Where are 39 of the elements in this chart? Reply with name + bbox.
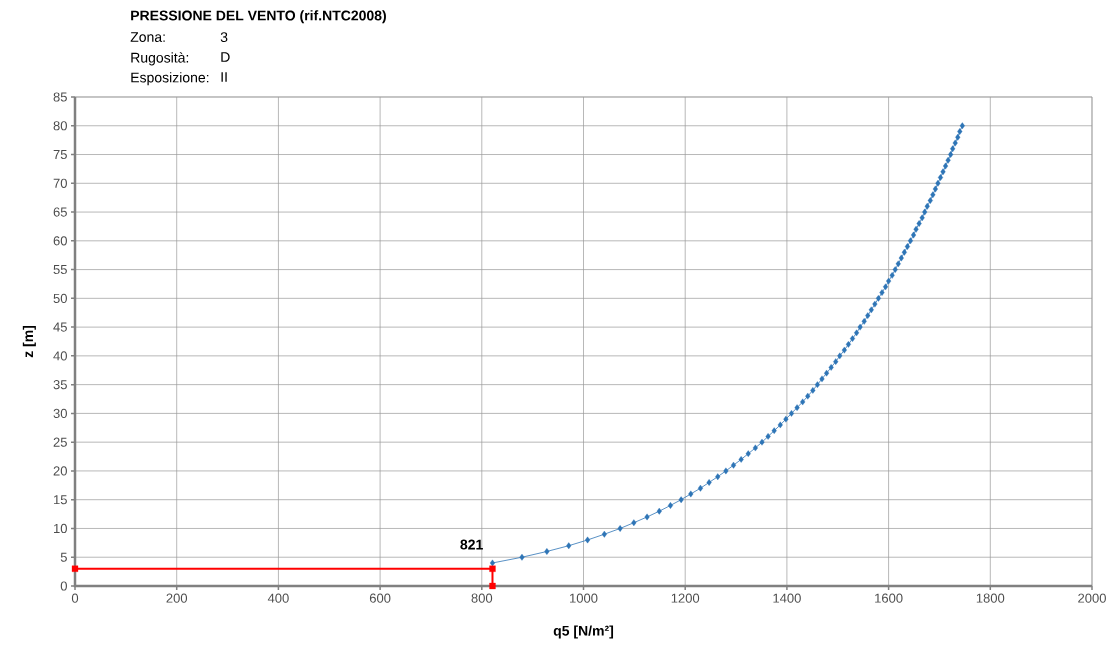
text: 3 xyxy=(220,32,228,43)
x-tick-label: 800 xyxy=(471,593,493,603)
chart-title: PRESSIONE DEL VENTO (rif.NTC2008) xyxy=(131,10,386,24)
y-tick-label: 55 xyxy=(53,265,67,275)
y-tick-label: 10 xyxy=(54,523,67,534)
text: Esposizione: xyxy=(131,72,209,86)
text: Rugosità: xyxy=(131,52,189,66)
y-tick-label: 15 xyxy=(54,495,67,505)
y-tick-label: 70 xyxy=(53,178,67,188)
x-tick-label: 1000 xyxy=(570,593,598,603)
annotation: 821 xyxy=(460,539,483,550)
x-tick-label: 1400 xyxy=(773,593,801,603)
x-tick-label: 200 xyxy=(166,593,188,603)
y-tick-label: 85 xyxy=(53,92,67,102)
y-tick-label: 35 xyxy=(53,380,67,390)
x-tick-label: 1600 xyxy=(875,593,903,603)
y-tick-label: 40 xyxy=(53,351,67,361)
y-tick-label: 60 xyxy=(53,236,67,246)
y-tick-label: 75 xyxy=(53,149,67,160)
y-tick-label: 50 xyxy=(53,293,67,303)
text: II xyxy=(221,72,227,82)
y-tick-label: 20 xyxy=(53,466,67,476)
x-tick-label: 1200 xyxy=(671,593,700,603)
y-tick-label: 0 xyxy=(60,581,67,591)
x-tick-label: 400 xyxy=(267,593,289,603)
y-tick-label: 30 xyxy=(53,408,67,418)
x-tick-label: 1800 xyxy=(976,593,1005,603)
x-tick-label: 0 xyxy=(71,593,79,603)
y-tick-label: 5 xyxy=(60,552,67,562)
x-tick-label: 2000 xyxy=(1078,593,1106,603)
text: D xyxy=(221,52,230,62)
text: Zona: xyxy=(130,32,165,42)
y-tick-label: 80 xyxy=(53,121,67,131)
y-tick-label: 45 xyxy=(53,322,67,332)
x-axis-title: q5 [N/m²] xyxy=(553,625,614,639)
y-tick-label: 65 xyxy=(53,207,67,217)
y-tick-label: 25 xyxy=(53,437,67,447)
y-axis-title: z [m] xyxy=(22,325,36,358)
x-tick-label: 600 xyxy=(369,593,391,603)
